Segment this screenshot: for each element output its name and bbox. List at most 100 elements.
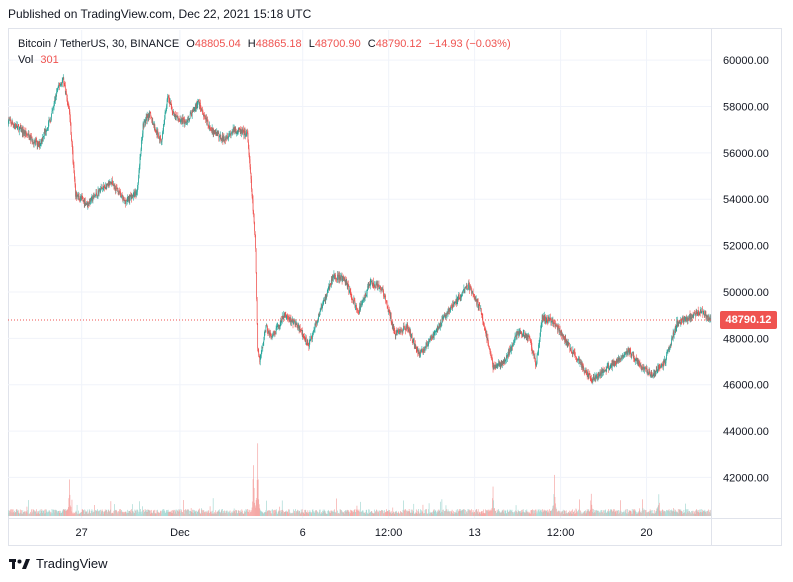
candlestick-chart[interactable]: 42000.0044000.0046000.0048000.0050000.00… bbox=[8, 28, 782, 546]
volume-bar bbox=[414, 513, 416, 516]
candle-body bbox=[279, 325, 281, 327]
candle-body bbox=[151, 117, 153, 123]
volume-bar bbox=[561, 510, 563, 516]
candle-body bbox=[465, 286, 467, 288]
candle-body bbox=[94, 195, 96, 198]
volume-bar bbox=[625, 509, 627, 516]
candle-body bbox=[253, 211, 254, 214]
candle-body bbox=[646, 367, 647, 369]
volume-bar bbox=[482, 511, 484, 516]
candle-body bbox=[182, 118, 183, 124]
candle-body bbox=[523, 332, 525, 334]
volume-bar bbox=[118, 511, 119, 516]
candle-body bbox=[494, 366, 495, 369]
candle-body bbox=[124, 200, 126, 201]
candle-body bbox=[153, 124, 155, 128]
candle-body bbox=[338, 274, 340, 280]
volume-bar bbox=[43, 510, 45, 516]
volume-bar bbox=[235, 509, 237, 516]
candle-body bbox=[581, 363, 583, 368]
candle-body bbox=[613, 364, 615, 365]
volume-bar bbox=[627, 509, 628, 516]
symbol-title[interactable]: Bitcoin / TetherUS, 30, BINANCE bbox=[18, 38, 180, 50]
candle-body bbox=[602, 369, 604, 373]
price-axis[interactable]: 42000.0044000.0046000.0048000.0050000.00… bbox=[723, 55, 769, 484]
volume-bar bbox=[170, 511, 172, 516]
candle-body bbox=[62, 78, 64, 81]
volume-bar bbox=[344, 511, 346, 516]
candle-body bbox=[582, 366, 584, 369]
volume-bar bbox=[612, 510, 614, 516]
candle-body bbox=[17, 125, 19, 127]
volume-bar bbox=[458, 509, 460, 516]
volume-label[interactable]: Vol bbox=[18, 54, 34, 66]
candle-body bbox=[504, 361, 506, 363]
footer-branding[interactable]: TradingView bbox=[9, 556, 108, 571]
volume-bar bbox=[303, 513, 305, 516]
candle-body bbox=[23, 132, 25, 134]
volume-bar bbox=[134, 509, 136, 516]
volume-bar bbox=[399, 513, 400, 516]
candle-body bbox=[684, 316, 686, 321]
volume-bar bbox=[376, 510, 378, 516]
candle-body bbox=[438, 323, 440, 330]
volume-bar bbox=[544, 510, 546, 516]
candle-body bbox=[249, 159, 251, 168]
candle-body bbox=[397, 330, 399, 332]
volume-bar bbox=[350, 513, 352, 516]
candle-body bbox=[260, 356, 262, 359]
volume-bar bbox=[658, 502, 660, 516]
candle-body bbox=[654, 370, 656, 375]
volume-bar bbox=[444, 511, 446, 516]
volume-bar bbox=[634, 510, 636, 516]
candle-body bbox=[47, 127, 49, 129]
candle-body bbox=[75, 192, 77, 197]
volume-bar bbox=[453, 511, 454, 516]
candle-body bbox=[293, 320, 295, 323]
candle-body bbox=[676, 320, 678, 325]
volume-bar bbox=[219, 511, 221, 516]
time-axis[interactable]: 27 Dec 6 12:00 13 12:00 20 bbox=[76, 527, 653, 539]
candle-body bbox=[281, 319, 283, 323]
volume-bar bbox=[183, 500, 184, 516]
candle-body bbox=[152, 120, 154, 125]
candle-body bbox=[157, 131, 158, 135]
candle-body bbox=[503, 359, 505, 362]
volume-bar bbox=[84, 510, 86, 516]
candle-body bbox=[102, 187, 104, 189]
candle-body bbox=[680, 319, 682, 324]
candle-body bbox=[222, 136, 224, 142]
candle-body bbox=[432, 334, 434, 337]
volume-bar bbox=[660, 510, 662, 516]
candle-body bbox=[638, 362, 640, 366]
volume-bar bbox=[96, 511, 97, 516]
candle-body bbox=[564, 337, 566, 342]
candle-body bbox=[238, 128, 240, 133]
volume-bar bbox=[444, 511, 445, 516]
candle-body bbox=[562, 334, 564, 338]
volume-bar bbox=[357, 510, 359, 516]
candle-body bbox=[210, 129, 212, 131]
volume-bar bbox=[492, 486, 494, 516]
candle-body bbox=[88, 203, 90, 206]
candle-body bbox=[523, 332, 525, 338]
candle-body bbox=[367, 286, 369, 290]
candle-body bbox=[568, 342, 570, 344]
volume-bar bbox=[297, 509, 298, 516]
candle-body bbox=[557, 325, 559, 330]
candle-body bbox=[270, 335, 272, 337]
volume-bar bbox=[351, 510, 353, 516]
candle-body bbox=[399, 330, 400, 335]
candle-body bbox=[231, 132, 232, 134]
candle-body bbox=[402, 331, 403, 333]
candle-body bbox=[365, 295, 367, 296]
candle-body bbox=[227, 136, 228, 139]
volume-bar bbox=[697, 510, 699, 516]
candle-body bbox=[478, 304, 480, 308]
volume-bar bbox=[675, 512, 677, 516]
candle-body bbox=[406, 323, 408, 328]
volume-bar bbox=[456, 509, 458, 516]
candle-body bbox=[395, 334, 397, 336]
candle-body bbox=[58, 84, 60, 87]
volume-bar bbox=[559, 510, 560, 516]
